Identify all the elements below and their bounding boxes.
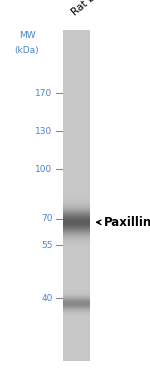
Text: (kDa): (kDa) xyxy=(15,46,39,55)
Text: 100: 100 xyxy=(35,165,52,174)
Text: 130: 130 xyxy=(35,127,52,136)
Text: MW: MW xyxy=(19,31,35,40)
Text: 40: 40 xyxy=(41,294,52,303)
Text: 55: 55 xyxy=(41,241,52,250)
Text: 170: 170 xyxy=(35,89,52,98)
Text: Rat brain: Rat brain xyxy=(70,0,113,17)
Text: Paxillin: Paxillin xyxy=(103,216,150,229)
Text: 70: 70 xyxy=(41,214,52,223)
